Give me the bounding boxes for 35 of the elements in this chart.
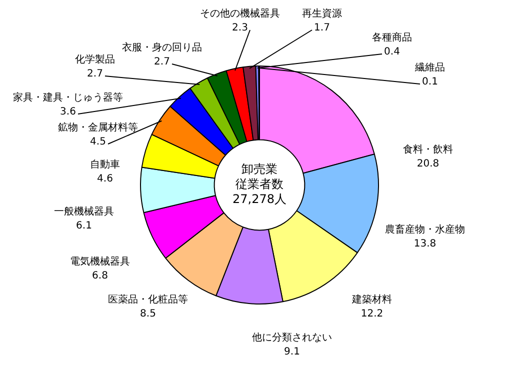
data-label: 0.1 [422, 76, 438, 88]
data-label: 1.7 [314, 22, 330, 34]
slice-label: 農畜産物・水産物 [385, 224, 465, 236]
data-label: 2.7 [87, 68, 103, 80]
data-label: 0.4 [384, 46, 400, 58]
slice-label: 繊維品 [414, 62, 445, 74]
data-label: 6.8 [92, 270, 108, 282]
data-label: 8.5 [140, 308, 156, 320]
data-label: 6.1 [76, 220, 92, 232]
slice-label: 各種商品 [372, 32, 412, 44]
slice-label: 一般機械器具 [54, 206, 114, 218]
slice-label: 化学製品 [75, 54, 115, 66]
slice-label: その他の機械器具 [200, 8, 280, 20]
slice-label: 電気機械器具 [70, 256, 130, 268]
data-label: 13.8 [414, 238, 436, 250]
text: 従業者数 [236, 177, 284, 192]
slice-label: 食料・飲料 [403, 144, 453, 156]
data-label: 12.2 [360, 308, 384, 320]
slice-label: 家具・建具・じゅう器等 [13, 92, 123, 104]
data-label: 3.6 [60, 106, 76, 118]
text: 卸売業 [242, 162, 278, 176]
slice-label: 医薬品・化粧品等 [108, 294, 188, 306]
data-label: 20.8 [416, 158, 440, 170]
data-label: 9.1 [284, 346, 300, 358]
data-label: 4.5 [90, 136, 106, 148]
slice-label: 再生資源 [302, 8, 342, 20]
data-label: 2.3 [232, 22, 248, 34]
text: 27,278人 [232, 192, 286, 206]
slice-label: 衣服・身の回り品 [122, 42, 202, 54]
slice-label: 建築材料 [351, 294, 392, 306]
data-label: 4.6 [97, 174, 113, 185]
slice-label: 自動車 [90, 158, 120, 171]
slice-label: 鉱物・金属材料等 [58, 122, 138, 134]
data-label: 2.7 [154, 56, 170, 68]
slice-label: 他に分類されない [252, 332, 332, 344]
